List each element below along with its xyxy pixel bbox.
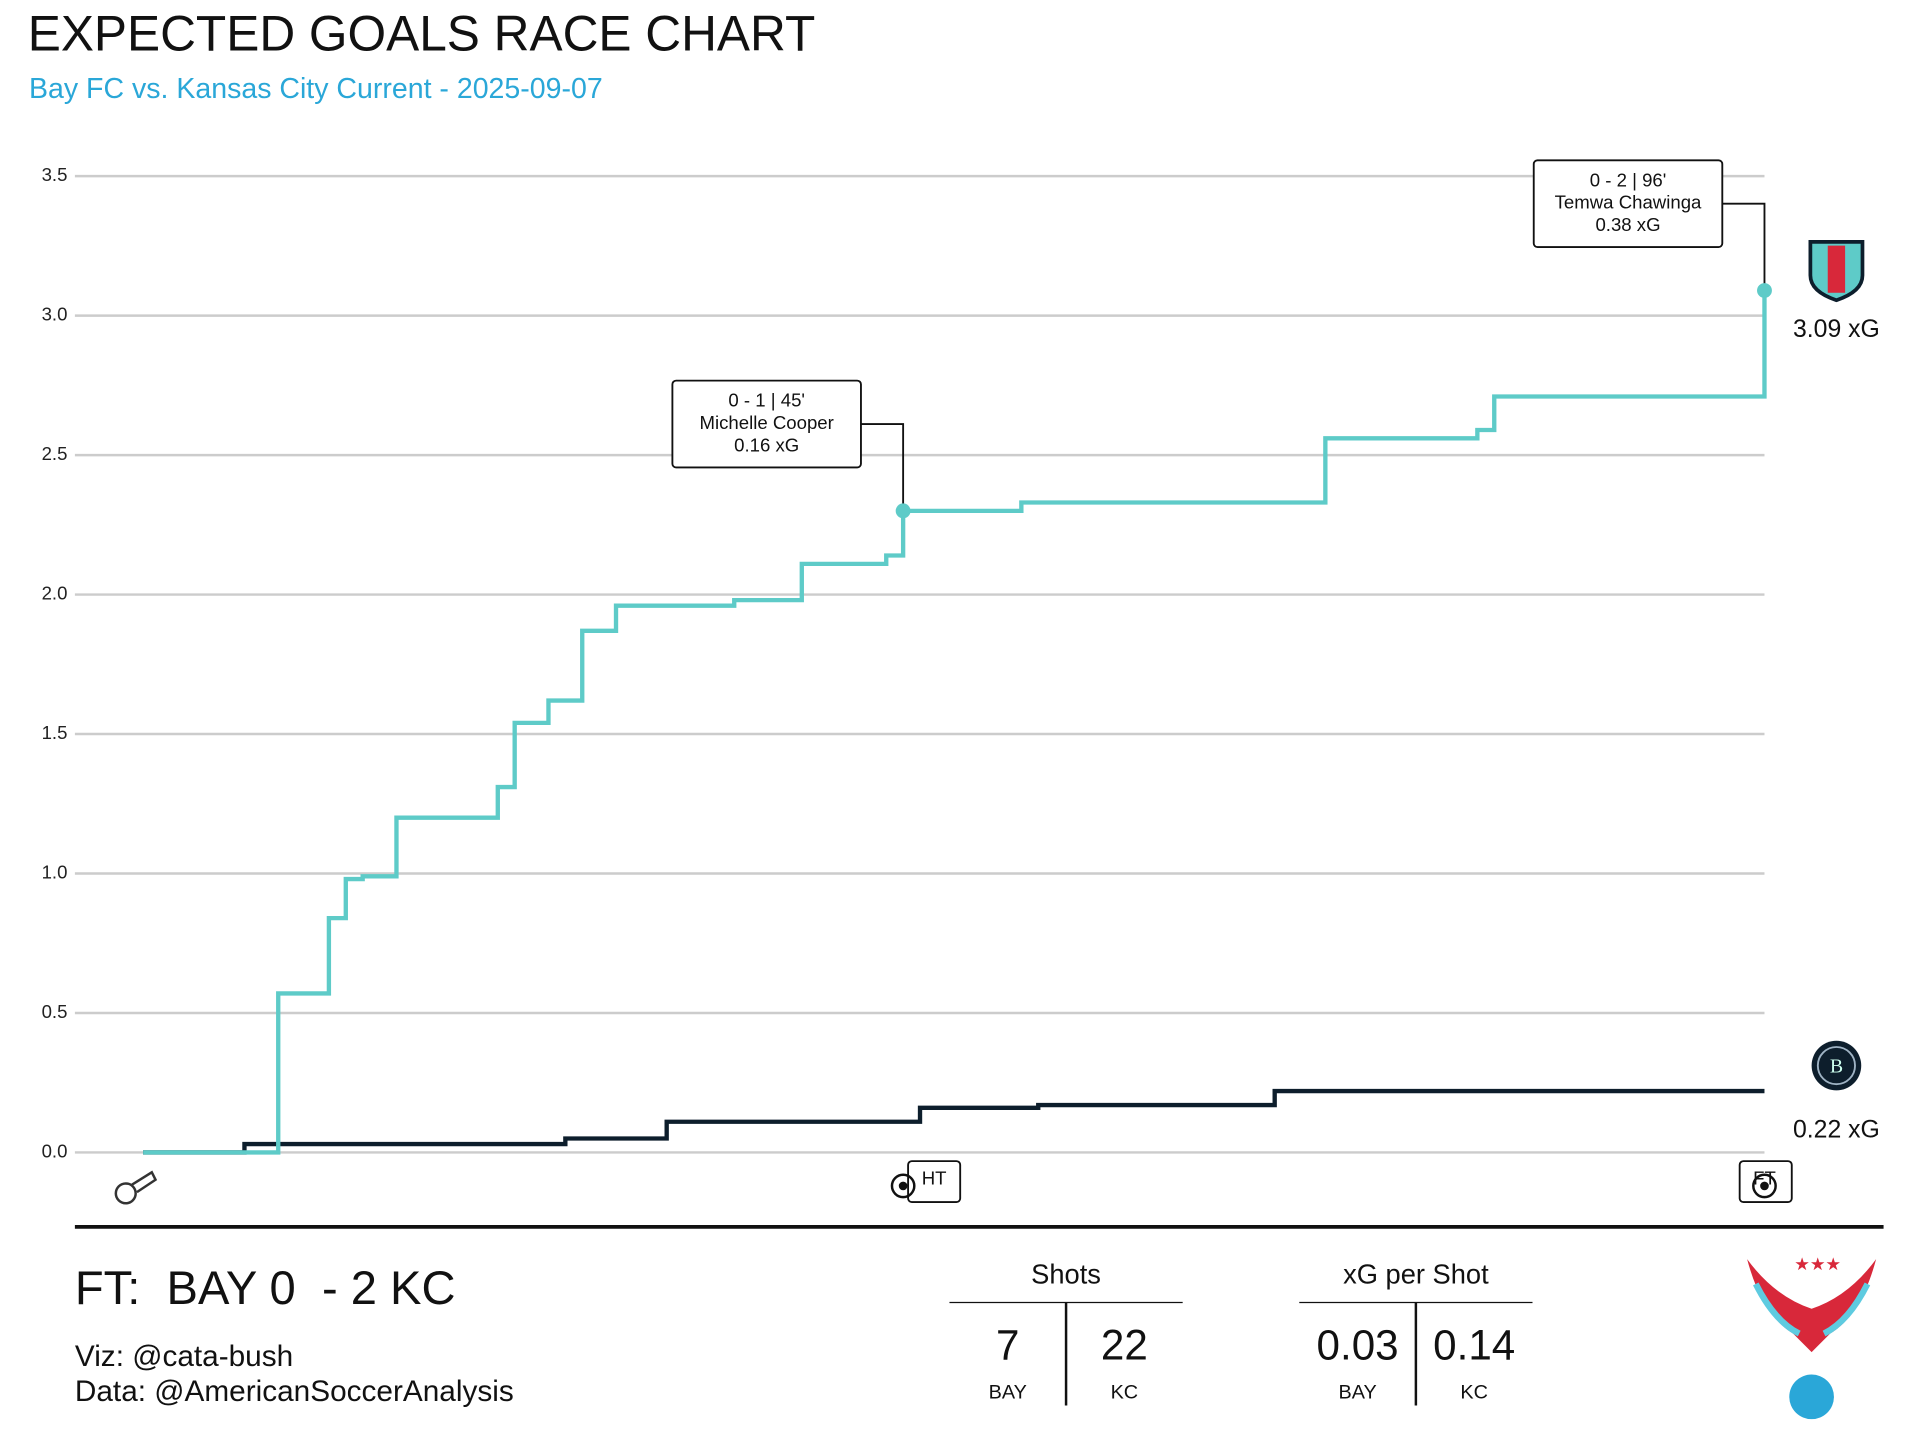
chart-title: EXPECTED GOALS RACE CHART (28, 5, 816, 61)
stat-team: BAY (989, 1381, 1027, 1403)
annotation-text: 0 - 1 | 45' (728, 390, 805, 411)
y-tick-label: 3.5 (42, 164, 68, 185)
annotation-box (1532, 159, 1724, 249)
y-tick-label: 3.0 (42, 304, 68, 325)
annotation-text: 0.16 xG (734, 434, 799, 455)
ball-core (898, 1181, 908, 1191)
bay-logo: B (1811, 1040, 1862, 1091)
stat-title: xG per Shot (1343, 1259, 1489, 1290)
xg-line (143, 1088, 1765, 1155)
y-tick-label: 1.0 (42, 861, 68, 882)
period-label: FT (1753, 1168, 1776, 1189)
stat-value: 0.14 (1433, 1322, 1515, 1369)
y-tick-label: 1.5 (42, 722, 68, 743)
asa-logo: ★★★ (1747, 1254, 1877, 1420)
y-tick-label: 0.0 (42, 1140, 68, 1161)
y-tick-label: 2.0 (42, 582, 68, 603)
stat-value: 7 (996, 1322, 1019, 1369)
stat-title: Shots (1031, 1259, 1101, 1290)
chart-subtitle: Bay FC vs. Kansas City Current - 2025-09… (29, 73, 603, 105)
credit: Viz: @cata-bush (75, 1340, 293, 1373)
annotation-box (671, 379, 862, 469)
annotation-text: Temwa Chawinga (1555, 192, 1702, 213)
svg-text:★★★: ★★★ (1794, 1254, 1841, 1274)
annotation-leader (860, 423, 905, 511)
kc-logo (1808, 240, 1865, 303)
end-label: 0.22 xG (1793, 1116, 1880, 1143)
stat-team: BAY (1338, 1381, 1376, 1403)
whistle-icon (114, 1170, 158, 1205)
xg-line (143, 290, 1767, 1155)
y-tick-label: 2.5 (42, 443, 68, 464)
goal-point (895, 503, 911, 519)
period-label: HT (922, 1168, 947, 1189)
credit: Data: @AmericanSoccerAnalysis (75, 1375, 514, 1408)
stat-team: KC (1111, 1381, 1139, 1403)
end-label: 3.09 xG (1793, 316, 1880, 343)
stat-value: 22 (1101, 1322, 1148, 1369)
annotation-text: 0.38 xG (1595, 214, 1660, 235)
stat-team: KC (1460, 1381, 1488, 1403)
svg-text:B: B (1830, 1056, 1843, 1078)
period-box (907, 1160, 962, 1203)
period-box (1738, 1160, 1793, 1203)
result: FT: BAY 0 - 2 KC (75, 1261, 456, 1314)
annotation-leader (1722, 202, 1766, 291)
goal-point (1757, 283, 1772, 298)
annotation-text: Michelle Cooper (699, 412, 833, 433)
annotation-text: 0 - 2 | 96' (1590, 169, 1667, 190)
stat-value: 0.03 (1317, 1322, 1399, 1369)
y-tick-label: 0.5 (42, 1001, 68, 1022)
ball-core (1760, 1181, 1769, 1191)
